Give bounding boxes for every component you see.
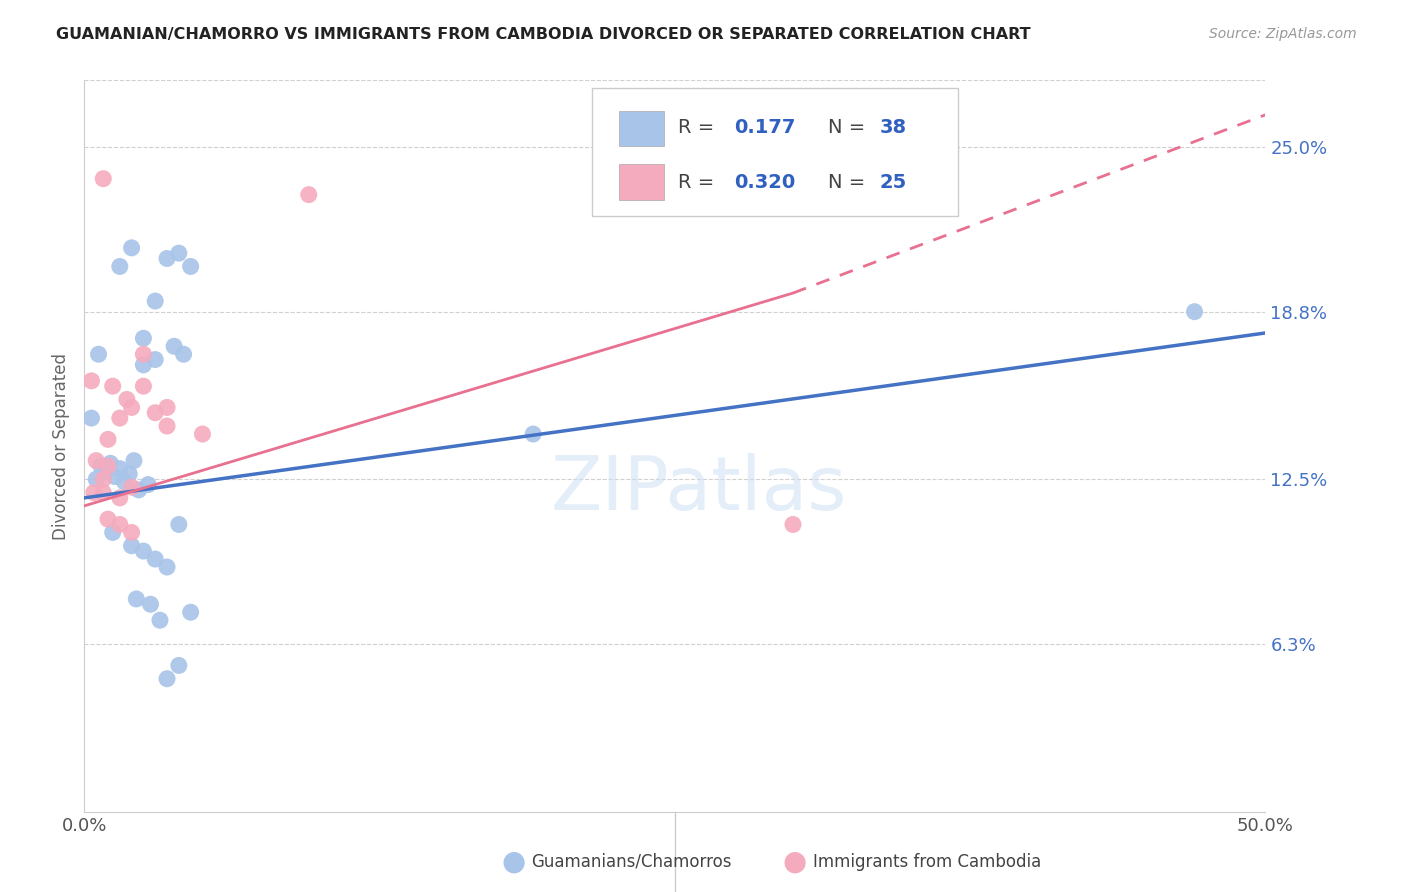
Point [121,525,143,540]
Point [143,352,166,367]
Point [156,672,179,686]
Point [136,477,159,491]
Point [98,456,121,470]
Point [156,560,179,574]
FancyBboxPatch shape [592,87,959,216]
Text: N =: N = [828,119,872,137]
Point [97,433,120,447]
Point [167,658,190,673]
Point [115,392,138,407]
Point [522,427,544,442]
Point [91,472,114,486]
Point [108,411,131,425]
Text: Source: ZipAtlas.com: Source: ZipAtlas.com [1209,27,1357,41]
Point [84,453,107,467]
Point [128,483,150,497]
Point [782,517,804,532]
Point [94,464,117,478]
Text: 0.177: 0.177 [734,119,796,137]
Point [90,458,112,473]
Point [83,485,105,500]
Point [173,347,195,361]
Text: Immigrants from Cambodia: Immigrants from Cambodia [813,853,1040,871]
Point [143,406,166,420]
FancyBboxPatch shape [620,111,664,146]
Point [125,591,148,606]
Point [143,293,166,308]
Point [121,539,143,553]
Point [118,467,141,481]
Point [163,339,186,353]
Point [298,187,321,202]
Point [121,401,143,415]
Point [156,401,179,415]
Point [132,347,155,361]
Point [180,605,202,619]
Point [108,517,131,532]
Point [108,491,131,505]
Point [87,347,110,361]
Y-axis label: Divorced or Separated: Divorced or Separated [52,352,70,540]
Text: ●: ● [501,847,526,876]
Point [143,552,166,566]
Point [101,525,124,540]
Text: R =: R = [679,119,721,137]
Point [97,512,120,526]
Point [132,358,155,372]
Point [156,252,179,266]
FancyBboxPatch shape [620,164,664,200]
Point [167,517,190,532]
Point [121,241,143,255]
Point [1184,304,1206,318]
Point [139,597,162,611]
Text: R =: R = [679,173,721,192]
Point [180,260,202,274]
Point [191,427,214,442]
Point [121,480,143,494]
Text: N =: N = [828,173,872,192]
Point [108,461,131,475]
Point [80,374,103,388]
Point [132,379,155,393]
Text: Guamanians/Chamorros: Guamanians/Chamorros [531,853,733,871]
Point [80,411,103,425]
Point [156,419,179,434]
Text: 0.320: 0.320 [734,173,796,192]
Point [122,453,145,467]
Point [114,475,136,489]
Point [91,171,114,186]
Text: ●: ● [782,847,807,876]
Text: ZIPatlas: ZIPatlas [550,453,846,526]
Point [108,260,131,274]
Point [91,485,114,500]
Point [97,458,120,473]
Point [132,331,155,345]
Point [132,544,155,558]
Text: GUAMANIAN/CHAMORRO VS IMMIGRANTS FROM CAMBODIA DIVORCED OR SEPARATED CORRELATION: GUAMANIAN/CHAMORRO VS IMMIGRANTS FROM CA… [56,27,1031,42]
Point [84,472,107,486]
Text: 38: 38 [879,119,907,137]
Point [149,613,172,627]
Point [167,246,190,260]
Point [104,469,127,483]
Text: 25: 25 [879,173,907,192]
Point [101,379,124,393]
